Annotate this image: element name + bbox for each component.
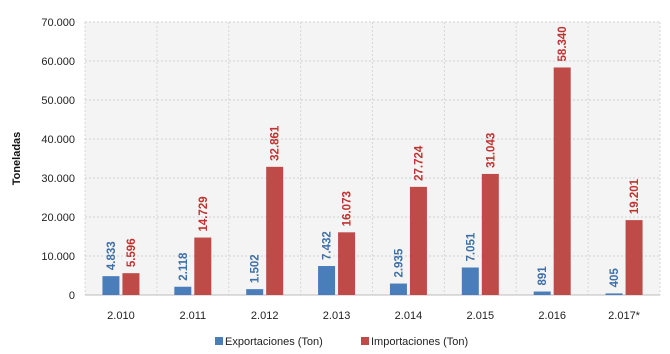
legend: Exportaciones (Ton) Importaciones (Ton) <box>215 336 468 348</box>
y-tick-label: 50.000 <box>41 95 75 107</box>
legend-swatch-exportaciones <box>215 337 223 345</box>
bar-exportaciones <box>246 289 264 295</box>
legend-label-exportaciones: Exportaciones (Ton) <box>225 336 323 348</box>
bar-exportaciones <box>605 293 623 295</box>
bar-importaciones <box>194 237 212 295</box>
x-tick-label: 2.017* <box>608 310 641 322</box>
data-label-exportaciones: 2.118 <box>178 252 190 281</box>
data-label-importaciones: 16.073 <box>342 191 354 226</box>
data-label-exportaciones: 7.051 <box>465 232 477 261</box>
x-tick-label: 2.010 <box>107 310 135 322</box>
data-label-importaciones: 31.043 <box>485 133 497 168</box>
legend-label-importaciones: Importaciones (Ton) <box>371 336 468 348</box>
y-tick-label: 30.000 <box>41 173 75 185</box>
bar-importaciones <box>266 166 284 295</box>
bars <box>102 67 643 295</box>
y-tick-label: 60.000 <box>41 56 75 68</box>
y-tick-label: 20.000 <box>41 212 75 224</box>
x-axis: 2.010 2.011 2.012 2.013 2.014 2.015 2.016 2.017… <box>107 310 641 322</box>
x-tick-label: 2.016 <box>538 310 566 322</box>
x-tick-label: 2.012 <box>251 310 279 322</box>
x-tick-label: 2.015 <box>467 310 495 322</box>
bar-importaciones <box>481 173 499 295</box>
data-label-importaciones: 5.596 <box>126 238 138 267</box>
data-label-importaciones: 58.340 <box>557 26 569 61</box>
data-labels: 4.833 5.596 2.118 14.729 1.502 32.861 7.432 16.… <box>106 26 641 287</box>
bar-importaciones <box>338 232 356 295</box>
data-label-importaciones: 32.861 <box>270 125 282 161</box>
bar-importaciones <box>409 186 427 295</box>
bar-exportaciones <box>389 283 407 295</box>
data-label-importaciones: 19.201 <box>629 178 641 214</box>
bar-exportaciones <box>102 276 120 295</box>
data-label-exportaciones: 1.502 <box>250 254 262 283</box>
bar-exportaciones <box>174 286 192 295</box>
data-label-exportaciones: 891 <box>537 266 549 286</box>
y-tick-label: 70.000 <box>41 17 75 29</box>
y-tick-label: 40.000 <box>41 134 75 146</box>
y-axis-label: Toneladas <box>11 132 23 186</box>
data-label-importaciones: 27.724 <box>413 145 425 181</box>
bar-importaciones <box>122 273 140 295</box>
bar-importaciones <box>625 220 643 295</box>
data-label-exportaciones: 405 <box>609 268 621 288</box>
bar-importaciones <box>553 67 571 295</box>
data-label-exportaciones: 2.935 <box>393 248 405 277</box>
bar-exportaciones <box>318 266 336 295</box>
x-tick-label: 2.013 <box>323 310 351 322</box>
y-tick-label: 0 <box>69 290 75 302</box>
bar-exportaciones <box>461 267 479 295</box>
y-axis: 0 10.000 20.000 30.000 40.000 50.000 60.000 70.… <box>41 17 75 302</box>
data-label-exportaciones: 7.432 <box>322 231 334 260</box>
data-label-exportaciones: 4.833 <box>106 241 118 270</box>
data-label-importaciones: 14.729 <box>198 196 210 231</box>
x-tick-label: 2.011 <box>179 310 206 322</box>
legend-swatch-importaciones <box>361 337 369 345</box>
x-tick-label: 2.014 <box>395 310 423 322</box>
y-tick-label: 10.000 <box>41 251 75 263</box>
bar-exportaciones <box>533 291 551 295</box>
